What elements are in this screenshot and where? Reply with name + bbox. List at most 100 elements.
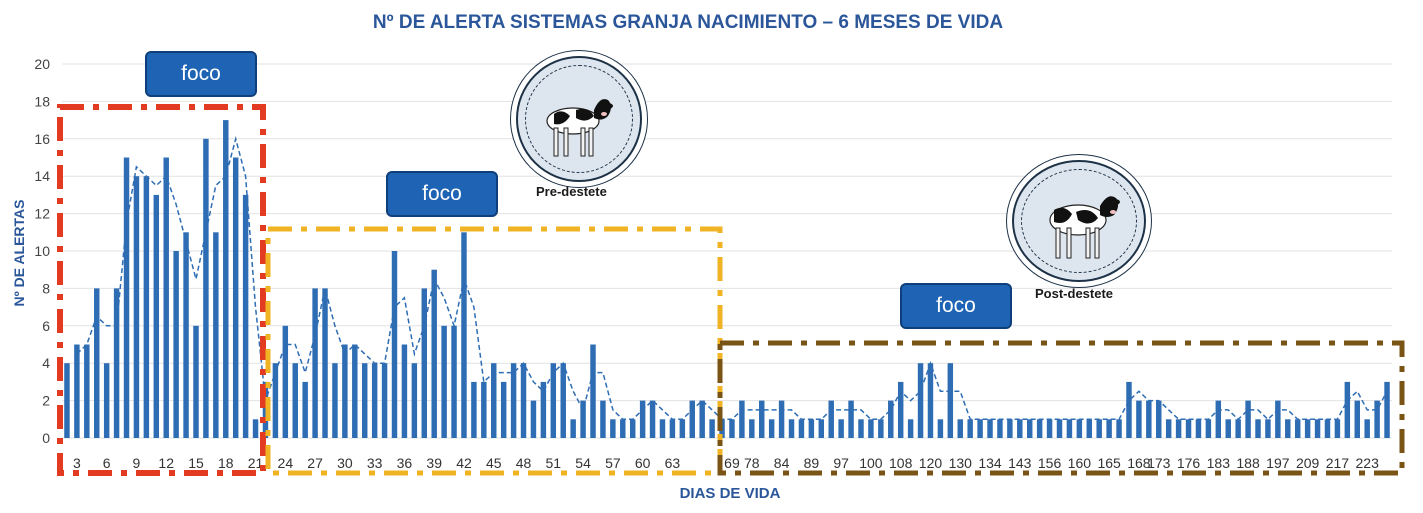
bar <box>1165 419 1172 438</box>
bar <box>570 419 576 438</box>
bar <box>868 419 874 438</box>
bar <box>808 419 815 438</box>
x-tick-label: 165 <box>1097 455 1121 471</box>
x-tick-label: 30 <box>337 455 353 471</box>
bar <box>848 400 854 438</box>
bar <box>1205 419 1212 438</box>
bar <box>401 344 408 438</box>
bar <box>342 344 348 438</box>
bar <box>540 381 547 438</box>
bar <box>312 288 318 438</box>
bar <box>223 120 229 438</box>
bar <box>1106 419 1112 438</box>
x-tick-label: 60 <box>635 455 651 471</box>
bar <box>1136 400 1142 438</box>
bar <box>1275 400 1281 438</box>
chart-title: Nº DE ALERTA SISTEMAS GRANJA NACIMIENTO … <box>373 12 1003 33</box>
bar <box>699 400 705 438</box>
x-tick-label: 188 <box>1236 455 1260 471</box>
x-tick-label: 217 <box>1326 455 1350 471</box>
bar <box>103 363 110 438</box>
x-tick-label: 89 <box>804 455 820 471</box>
bar <box>1146 400 1152 438</box>
x-tick-label: 143 <box>1008 455 1032 471</box>
cow-icon <box>1049 196 1120 259</box>
bar <box>709 419 715 438</box>
x-axis-label: DIAS DE VIDA <box>680 485 781 502</box>
bar <box>471 381 477 438</box>
bar <box>749 419 755 438</box>
bar <box>560 363 566 438</box>
bar <box>878 419 884 438</box>
y-tick-label: 8 <box>42 280 50 296</box>
bar <box>1116 419 1122 438</box>
bar <box>620 419 626 438</box>
bar <box>1185 419 1192 438</box>
x-tick-label: 168 <box>1127 455 1151 471</box>
bar <box>302 381 308 438</box>
x-tick-label: 27 <box>307 455 323 471</box>
bar <box>252 419 259 438</box>
y-axis-ticks: 0 2 4 6 8 10 12 14 16 18 20 <box>34 56 50 446</box>
bar <box>292 363 298 438</box>
post-destete-label: Post-destete <box>1035 286 1114 301</box>
bar <box>1026 419 1033 438</box>
bar <box>133 176 140 438</box>
bar <box>679 419 686 438</box>
y-tick-label: 20 <box>34 56 50 72</box>
y-tick-label: 0 <box>42 430 50 446</box>
bar-series <box>64 120 1390 439</box>
bar <box>332 363 338 438</box>
focus-region-red <box>57 104 266 476</box>
bar <box>1066 419 1073 438</box>
bar <box>282 325 289 438</box>
x-tick-label: 134 <box>978 455 1002 471</box>
bar <box>451 325 457 438</box>
bar <box>600 400 606 438</box>
x-tick-label: 21 <box>248 455 264 471</box>
bar <box>123 157 130 438</box>
bar <box>500 381 507 438</box>
focus-region-orange <box>265 226 723 476</box>
bar <box>1235 419 1241 438</box>
bar <box>1294 419 1301 438</box>
x-axis-ticks: 3 6 9 12 15 18 21 24 27 30 33 36 39 42 45 48 51 54 57 60 63 6… <box>73 455 1379 471</box>
bar <box>590 344 596 438</box>
y-tick-label: 6 <box>42 318 50 334</box>
bar <box>143 176 150 438</box>
bar <box>381 363 388 438</box>
bar <box>639 400 646 438</box>
bar <box>788 419 795 438</box>
x-tick-label: 84 <box>774 455 790 471</box>
bar <box>1156 400 1162 438</box>
foco-label: foco <box>936 294 976 317</box>
bar <box>1036 419 1043 438</box>
x-tick-label: 209 <box>1296 455 1320 471</box>
bar <box>888 400 894 438</box>
bar <box>1245 400 1251 438</box>
x-tick-label: 78 <box>744 455 760 471</box>
x-tick-label: 39 <box>426 455 442 471</box>
y-tick-label: 14 <box>34 168 50 184</box>
bar <box>173 251 179 438</box>
bar <box>997 419 1003 438</box>
bar <box>610 419 616 438</box>
bar <box>778 400 785 438</box>
bar <box>461 232 467 438</box>
bar <box>431 269 437 438</box>
x-tick-label: 12 <box>158 455 174 471</box>
x-tick-label: 9 <box>133 455 141 471</box>
bar <box>530 400 537 438</box>
x-tick-label: 51 <box>546 455 562 471</box>
bar <box>322 288 328 438</box>
x-tick-label: 57 <box>605 455 621 471</box>
bar <box>1225 419 1231 438</box>
x-tick-label: 176 <box>1177 455 1201 471</box>
bar <box>1096 419 1102 438</box>
bar <box>441 325 447 438</box>
bar <box>213 232 219 438</box>
x-tick-label: 120 <box>919 455 943 471</box>
x-tick-label: 36 <box>397 455 413 471</box>
